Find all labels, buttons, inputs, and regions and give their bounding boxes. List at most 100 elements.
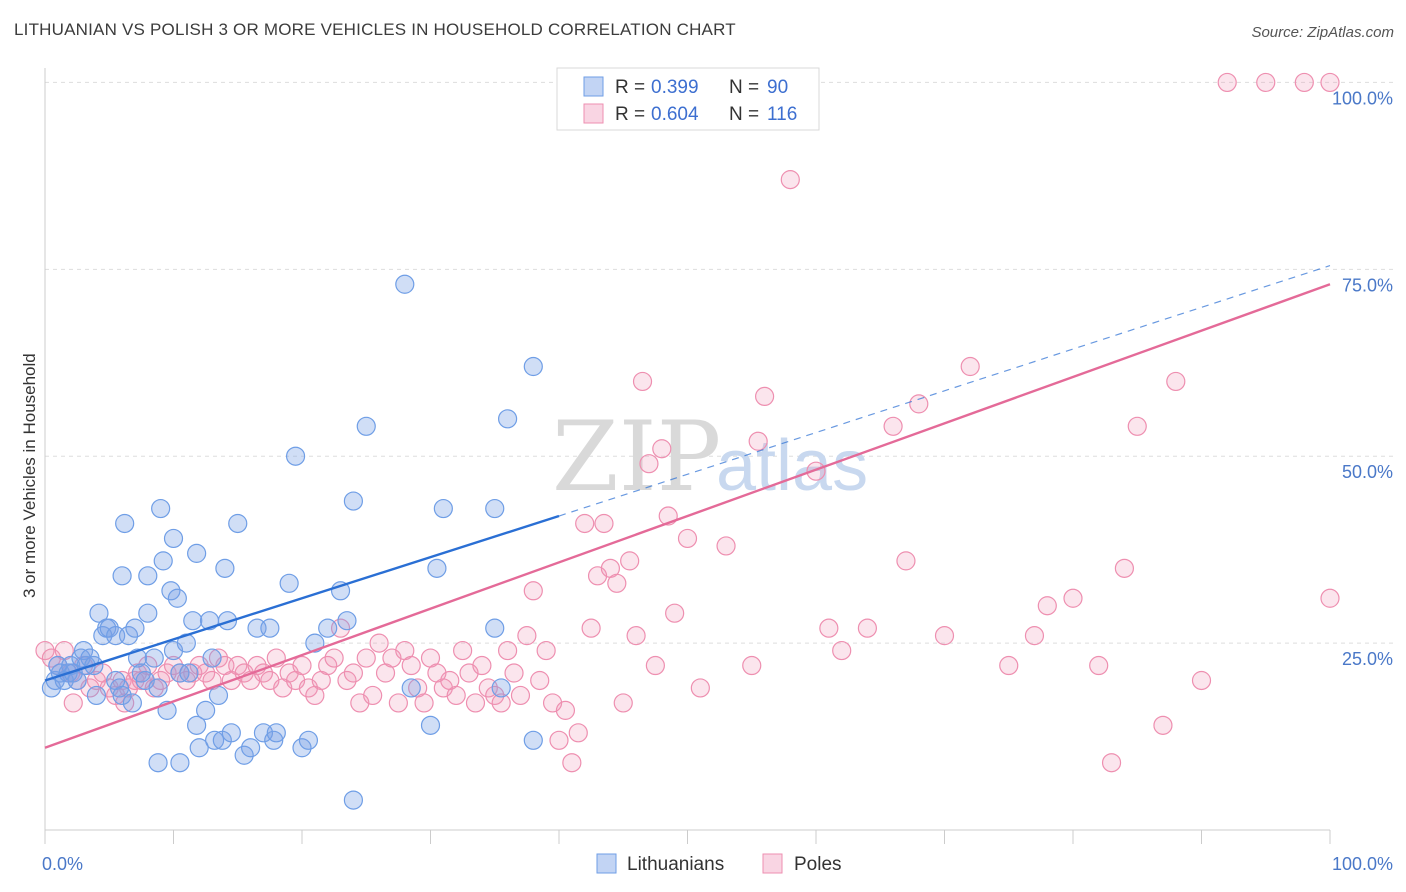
poles-point [536, 640, 556, 661]
poles-point [665, 603, 685, 623]
legend-n-value-2: 116 [767, 104, 797, 125]
legend-n-label-2: N = [729, 104, 759, 125]
poles-point [607, 573, 627, 593]
lithuanians-point [208, 685, 229, 706]
lithuanians-point [109, 678, 130, 698]
legend-n-label-1: N = [729, 77, 759, 98]
lithuanians-point [187, 715, 207, 735]
lithuanians-trend-extension [558, 265, 1331, 517]
lithuanians-point [151, 498, 171, 519]
poles-point [292, 655, 312, 676]
poles-point [1037, 596, 1057, 616]
lithuanians-point [343, 491, 363, 511]
lithuanians-point [491, 678, 511, 698]
lithuanians-point [122, 693, 142, 713]
poles-point [453, 640, 473, 661]
lithuanians-point [138, 566, 158, 586]
poles-point [414, 693, 434, 713]
poles-point [780, 170, 800, 190]
lithuanians-trend-line [44, 514, 560, 682]
source-label: Source: ZipAtlas.com [1251, 24, 1394, 41]
poles-point [555, 700, 576, 720]
poles-point [363, 685, 383, 706]
series-legend: Lithuanians Poles [596, 853, 842, 875]
lithuanians-point [498, 409, 518, 429]
poles-point [504, 663, 524, 683]
lithuanians-point [523, 356, 543, 377]
lithuanians-point [260, 618, 280, 638]
series-legend-lithuanians: Lithuanians [627, 854, 724, 875]
poles-point [228, 655, 248, 676]
poles-point [575, 513, 595, 534]
chart-title: LITHUANIAN VS POLISH 3 OR MORE VEHICLES … [14, 20, 736, 39]
lithuanians-point [420, 715, 441, 735]
y-tick-label: 100.0% [1332, 88, 1393, 108]
poles-point [138, 655, 158, 676]
legend-swatch-pink [583, 103, 604, 124]
lithuanians-point [234, 745, 254, 765]
legend-r-label-1: R = [615, 77, 645, 98]
lithuanians-point [298, 730, 319, 750]
series-legend-poles: Poles [794, 854, 842, 875]
lithuanians-point [485, 618, 505, 638]
lithuanians-point [228, 513, 248, 534]
lithuanians-point [264, 730, 284, 750]
lithuanians-point [179, 663, 199, 683]
lithuanians-point [343, 790, 363, 810]
poles-point [857, 618, 878, 638]
poles-point [176, 670, 196, 691]
lithuanians-point [170, 753, 190, 773]
lithuanians-point [279, 573, 299, 593]
poles-trend-line [44, 283, 1331, 749]
poles-point [208, 648, 229, 668]
poles-point [517, 626, 537, 646]
poles-point [1256, 72, 1276, 93]
poles-point [748, 431, 768, 451]
lithuanians-point [112, 566, 132, 586]
poles-point [498, 640, 518, 661]
y-tick-labels: 25.0% 50.0% 75.0% 100.0% [1332, 88, 1393, 669]
grid-lines [45, 81, 1395, 644]
lithuanians-point [153, 551, 173, 571]
lithuanians-point [67, 670, 87, 691]
poles-point [1320, 588, 1340, 608]
lithuanians-point [189, 738, 209, 758]
poles-point [401, 655, 421, 676]
poles-point [530, 670, 550, 691]
poles-point [337, 670, 357, 691]
poles-point [806, 461, 826, 481]
poles-point [690, 678, 710, 698]
poles-point [63, 693, 83, 713]
lithuanians-point [485, 498, 505, 519]
trend-lines [44, 265, 1331, 749]
poles-point [896, 551, 916, 571]
poles-point [934, 626, 955, 646]
poles-point [620, 551, 640, 571]
y-tick-label: 25.0% [1342, 649, 1393, 669]
lithuanians-point [138, 603, 158, 623]
poles-point [639, 454, 659, 474]
poles-point [324, 648, 344, 668]
poles-point [523, 581, 543, 601]
lithuanians-point [427, 558, 447, 578]
watermark-zip: ZIP [552, 401, 721, 513]
series-legend-swatch-lithuanians [596, 853, 617, 874]
poles-point [960, 356, 980, 377]
watermark: ZIP atlas [552, 401, 868, 513]
poles-point [832, 640, 852, 661]
poles-point [652, 439, 672, 459]
poles-point [1320, 72, 1340, 93]
poles-point [999, 655, 1019, 676]
legend-r-value-2: 0.604 [651, 104, 699, 125]
poles-point [909, 394, 929, 414]
legend-r-value-1: 0.399 [651, 77, 699, 98]
poles-point [1153, 715, 1173, 735]
poles-point [645, 655, 665, 676]
poles-point [485, 685, 505, 706]
poles-point [613, 693, 633, 713]
poles-point [491, 693, 511, 713]
poles-point [1127, 416, 1147, 436]
lithuanians-point [118, 626, 139, 646]
lithuanians-point [161, 581, 181, 601]
poles-points [35, 72, 1340, 773]
